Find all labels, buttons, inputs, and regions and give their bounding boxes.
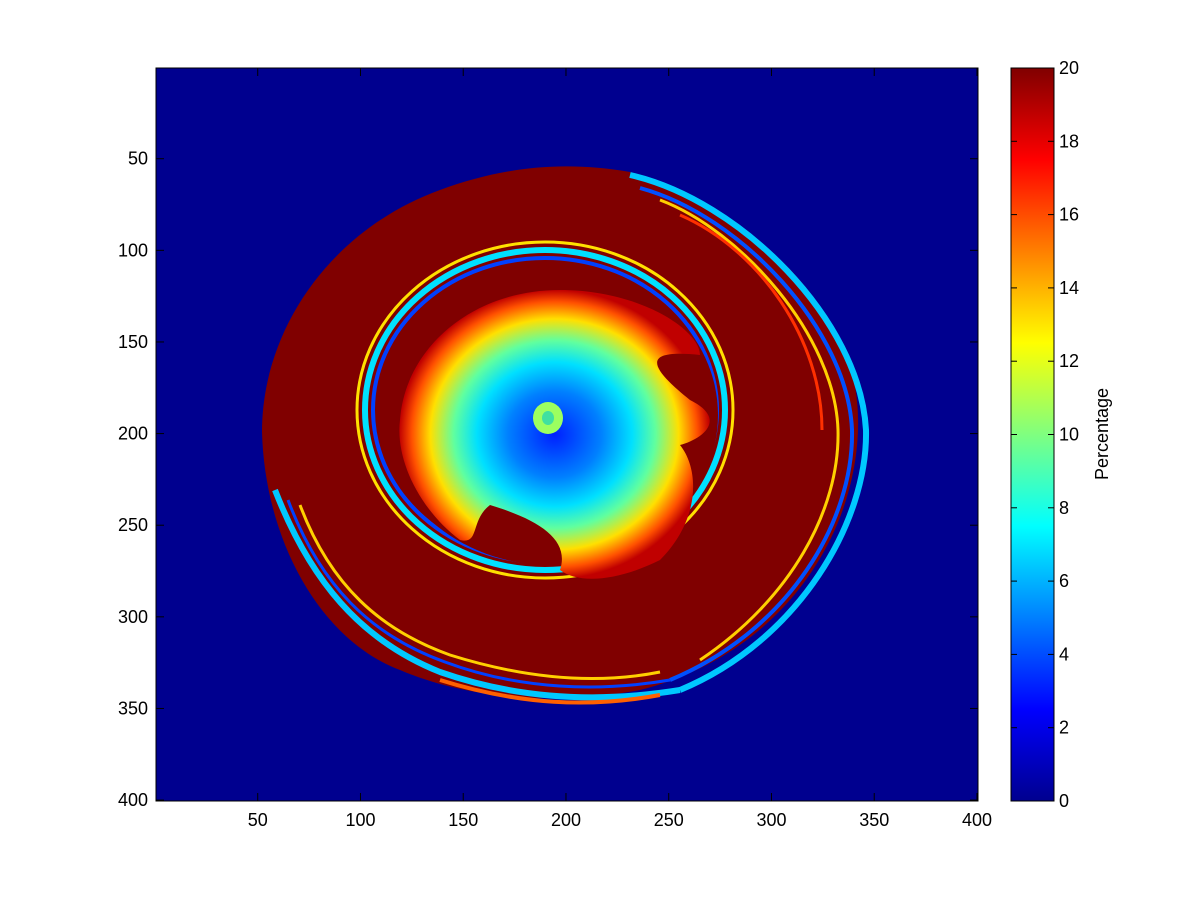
x-tick-label: 300 (756, 810, 786, 830)
x-tick-label: 150 (448, 810, 478, 830)
x-axis-ticks: 50 100 150 200 250 300 350 400 (248, 68, 992, 830)
x-tick-label: 350 (859, 810, 889, 830)
colorbar-ticks: 0 2 4 6 8 10 12 14 16 18 20 (1011, 58, 1079, 811)
colorbar: 0 2 4 6 8 10 12 14 16 18 20 Percentage (1010, 58, 1112, 811)
lower-ring-cyan (272, 488, 681, 701)
colorbar-tick-label: 6 (1059, 571, 1069, 591)
lower-ring-yellow (298, 504, 661, 680)
colorbar-tick-label: 16 (1059, 205, 1079, 225)
y-tick-label: 100 (118, 240, 148, 260)
outer-ring-cyan (629, 172, 870, 693)
x-tick-label: 400 (962, 810, 992, 830)
heatmap-plot: 50 100 150 200 250 300 350 400 50 100 150 200 250 30… (118, 67, 992, 830)
colorbar-tick-label: 20 (1059, 58, 1079, 78)
y-axis-ticks: 50 100 150 200 250 300 350 400 (118, 149, 978, 810)
y-tick-label: 400 (118, 790, 148, 810)
outer-ring-yellow (659, 198, 840, 662)
colorbar-tick-label: 14 (1059, 278, 1079, 298)
colorbar-tick-label: 10 (1059, 425, 1079, 445)
lower-ring-red (439, 678, 661, 705)
y-tick-label: 200 (118, 424, 148, 444)
colorbar-label: Percentage (1092, 388, 1112, 480)
y-tick-label: 250 (118, 515, 148, 535)
colorbar-tick-label: 12 (1059, 351, 1079, 371)
y-tick-label: 150 (118, 332, 148, 352)
y-tick-label: 350 (118, 698, 148, 718)
y-tick-label: 300 (118, 607, 148, 627)
radial-gradient-core (399, 290, 710, 579)
colorbar-tick-label: 8 (1059, 498, 1069, 518)
small-spot-center (542, 411, 554, 425)
colorbar-tick-label: 4 (1059, 644, 1069, 664)
plot-frame (155, 67, 979, 802)
x-tick-label: 100 (345, 810, 375, 830)
inner-ring-yellow (355, 240, 735, 580)
lower-ring-blue (286, 499, 671, 689)
x-tick-label: 50 (248, 810, 268, 830)
colorbar-tick-label: 18 (1059, 131, 1079, 151)
heatmap-image (262, 166, 870, 705)
colorbar-tick-label: 0 (1059, 791, 1069, 811)
y-tick-label: 50 (128, 149, 148, 169)
outer-ring-red (679, 213, 824, 431)
colorbar-tick-label: 2 (1059, 718, 1069, 738)
outer-ring-blue (639, 186, 855, 682)
x-tick-label: 250 (654, 810, 684, 830)
inner-ring-cyan (362, 247, 728, 573)
colorbar-gradient (1011, 68, 1054, 801)
x-tick-label: 200 (551, 810, 581, 830)
